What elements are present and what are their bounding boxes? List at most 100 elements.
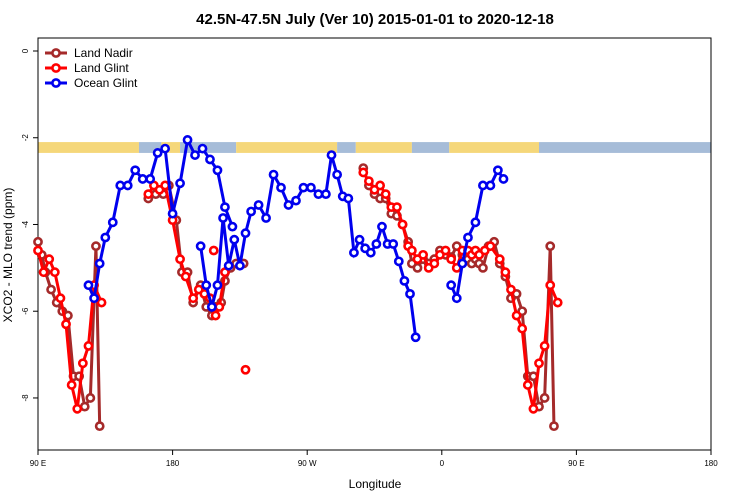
data-point [107,217,118,228]
data-point [478,262,488,273]
series-layer [33,135,563,432]
data-point [365,247,376,258]
band-segment-land [38,142,139,153]
data-point [261,213,271,223]
data-point [91,241,101,252]
band-segment-land [161,142,181,153]
data-point [210,310,221,321]
data-point [371,239,382,249]
data-point [66,380,77,390]
data-point [451,293,462,304]
x-tick-label: 90 E [568,459,584,468]
band-segment-ocean [138,142,162,153]
data-point [320,189,331,200]
data-point [313,189,324,200]
data-point [545,280,556,291]
data-point [485,180,496,191]
data-point [470,217,481,228]
data-point [206,301,217,312]
band-segment-ocean [337,142,356,153]
data-point [358,167,369,178]
legend-swatch-marker [51,48,61,58]
data-point [549,421,559,432]
data-point [55,293,66,304]
axes: 90 E 180 90 W 0 90 E 180 0 -2 -4 -6 -8 [21,48,718,468]
data-point [167,208,178,219]
x-tick-label: 0 [440,459,445,468]
data-point [446,254,457,265]
band-segment-ocean [539,142,711,153]
data-point [46,284,56,295]
data-point [406,245,417,256]
data-point [143,189,154,200]
data-point [115,180,126,191]
data-point [552,297,563,308]
legend-swatch-marker [51,63,61,73]
data-point [83,341,94,351]
data-point [33,245,43,256]
band-segment-land [355,142,412,153]
data-point [253,200,264,210]
data-point [175,254,185,265]
data-point [180,271,191,282]
data-point [291,195,301,206]
data-point [220,202,230,213]
data-point [410,332,421,343]
data-point [33,236,43,247]
data-point [463,232,473,243]
data-point [61,319,71,330]
data-point [89,293,99,304]
data-point [276,182,286,193]
data-point [137,174,148,184]
data-point [457,258,468,269]
data-point [240,364,251,375]
data-point [517,323,528,334]
data-point [283,200,294,210]
data-point [522,380,533,390]
data-point [195,241,206,252]
data-point [175,178,185,189]
data-point [332,169,343,180]
y-tick-label: -6 [21,307,30,315]
data-point [197,143,208,154]
x-tick-label: 90 E [30,459,46,468]
data-point [79,401,90,412]
data-point [201,280,212,291]
data-point [229,234,240,245]
data-point [298,182,309,193]
data-point [545,241,556,252]
chart-title: 42.5N-47.5N July (Ver 10) 2015-01-01 to … [196,11,554,28]
data-point [478,180,488,191]
data-point [83,280,94,291]
data-point [214,301,225,312]
data-point [306,182,316,193]
data-point [492,165,503,176]
band-segment-land [236,142,338,153]
data-point [85,393,96,403]
data-point [223,260,234,271]
data-point [94,421,105,432]
data-point [160,143,171,154]
data-point [494,254,505,265]
data-point [240,228,251,239]
y-tick-label: 0 [21,48,30,53]
data-point [405,288,415,299]
data-point [393,256,404,267]
data-point [49,267,60,278]
data-point [506,284,516,295]
data-point [380,189,391,200]
x-tick-label: 180 [166,459,180,468]
data-point [539,341,550,351]
band-segment-ocean [411,142,450,153]
data-point [182,135,193,145]
y-tick-label: -2 [21,134,30,142]
data-point [268,169,279,180]
data-point [498,174,509,184]
data-point [72,403,83,414]
data-point [246,206,257,217]
data-point [205,154,215,165]
data-point [145,174,156,184]
